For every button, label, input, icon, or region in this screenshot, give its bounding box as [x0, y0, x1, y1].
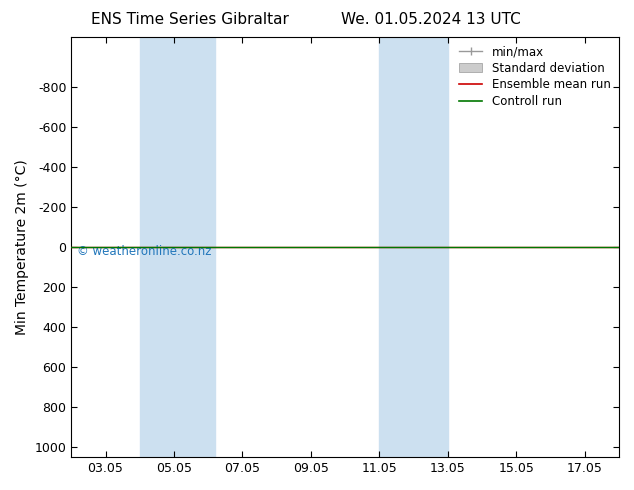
Text: ENS Time Series Gibraltar: ENS Time Series Gibraltar [91, 12, 289, 27]
Text: © weatheronline.co.nz: © weatheronline.co.nz [77, 245, 211, 258]
Text: We. 01.05.2024 13 UTC: We. 01.05.2024 13 UTC [341, 12, 521, 27]
Bar [379, 37, 448, 457]
Bar [139, 37, 215, 457]
Legend: min/max, Standard deviation, Ensemble mean run, Controll run: min/max, Standard deviation, Ensemble me… [454, 41, 616, 113]
Y-axis label: Min Temperature 2m (°C): Min Temperature 2m (°C) [15, 159, 29, 335]
